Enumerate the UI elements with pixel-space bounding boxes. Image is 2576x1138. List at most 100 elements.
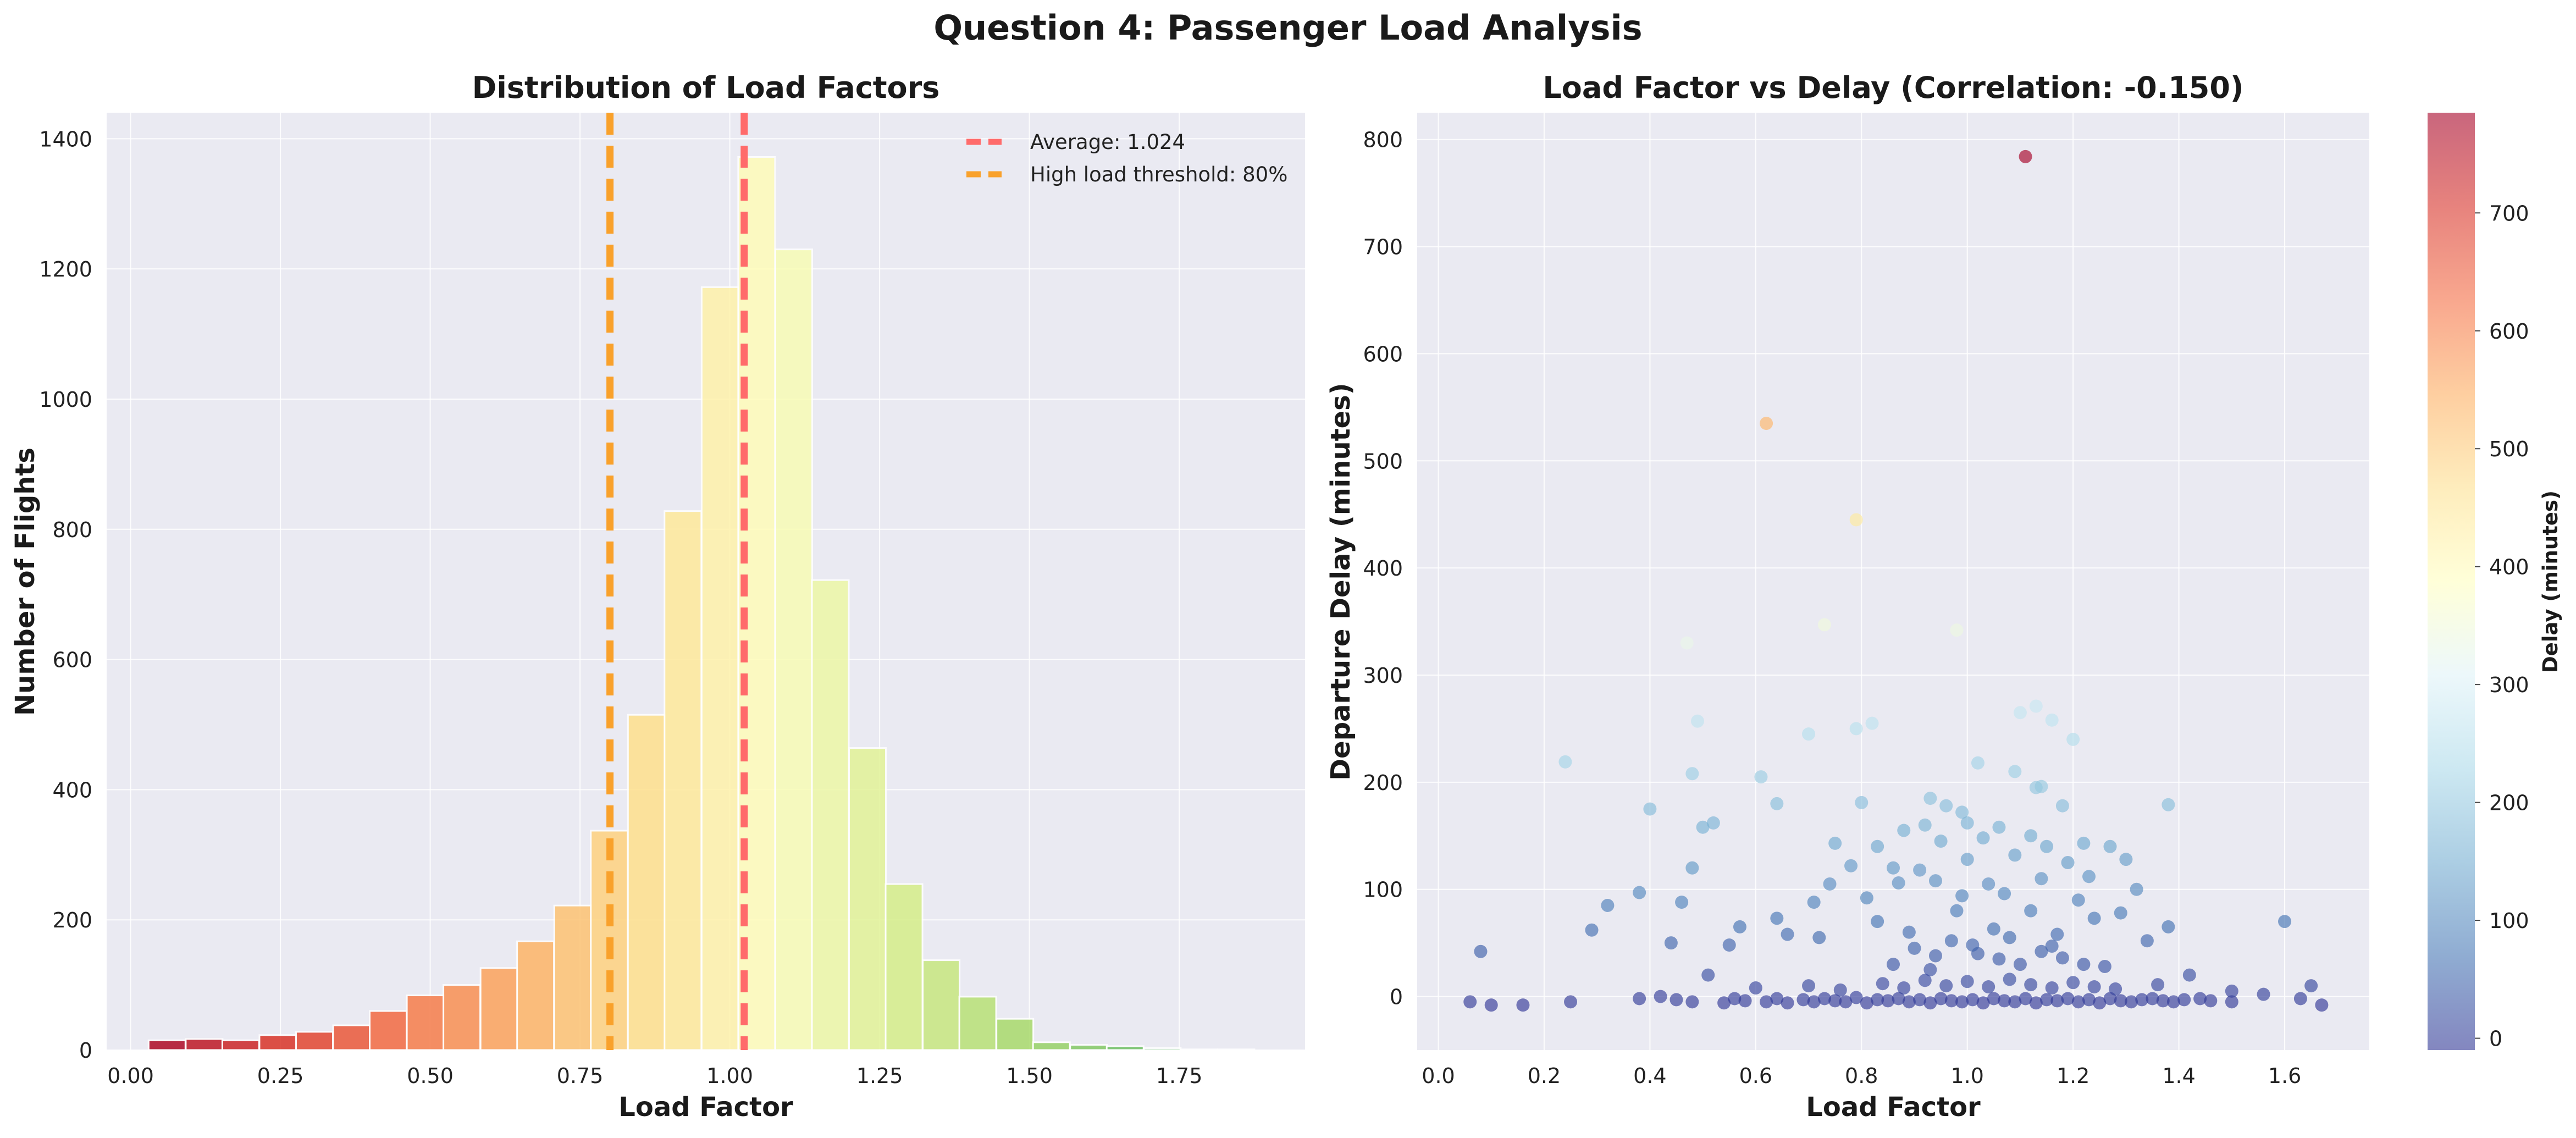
- scatter-point: [1690, 714, 1704, 728]
- scatter-point: [1871, 993, 1884, 1007]
- scatter-point: [1828, 994, 1842, 1008]
- scatter-point: [1950, 904, 1964, 918]
- scatter-x-tick-label: 0.2: [1528, 1064, 1561, 1088]
- scatter-point: [1796, 993, 1810, 1007]
- scatter-x-tick-label: 0.4: [1633, 1064, 1666, 1088]
- scatter-point: [2035, 780, 2048, 793]
- scatter-point: [2071, 893, 2085, 907]
- scatter-point: [2024, 978, 2038, 992]
- scatter-point: [1706, 816, 1720, 830]
- scatter-y-tick-label: 600: [1363, 342, 1403, 366]
- scatter-point: [1633, 992, 1646, 1006]
- scatter-point: [1802, 727, 1816, 741]
- scatter-point: [2055, 951, 2069, 965]
- colorbar: 0 100 200 300 400 500 600 700 Delay (minutes): [2428, 113, 2562, 1051]
- colorbar-tick-label: 300: [2489, 673, 2529, 697]
- scatter-point: [2045, 981, 2059, 995]
- scatter-y-tick-label: 800: [1363, 128, 1403, 152]
- scatter-y-tick-label: 700: [1363, 235, 1403, 259]
- scatter-point: [2008, 765, 2022, 778]
- scatter-point: [1685, 767, 1699, 781]
- scatter-point: [1902, 995, 1916, 1009]
- scatter-point: [1484, 998, 1498, 1012]
- scatter-x-tick-label: 0.6: [1739, 1064, 1772, 1088]
- histogram-reference-lines: [606, 113, 748, 1050]
- scatter-point: [2013, 706, 2027, 720]
- scatter-point: [1516, 998, 1530, 1012]
- histogram-bar: [369, 1010, 408, 1051]
- scatter-point: [2087, 980, 2101, 994]
- histogram-bar: [885, 883, 924, 1051]
- scatter-point: [1855, 796, 1869, 809]
- scatter-point: [1939, 979, 1953, 993]
- scatter-point: [1892, 992, 1905, 1006]
- colorbar-tick-label: 100: [2489, 909, 2529, 933]
- histogram-y-tick-label: 0: [79, 1038, 92, 1063]
- scatter-point: [1680, 636, 1694, 650]
- scatter-point: [2077, 958, 2091, 971]
- histogram-bar: [443, 984, 482, 1051]
- colorbar-tick-label: 200: [2489, 791, 2529, 815]
- scatter-y-tick-label: 200: [1363, 771, 1403, 795]
- scatter-point: [1685, 861, 1699, 875]
- scatter-point: [2029, 699, 2043, 713]
- histogram-x-tick-label: 1.75: [1156, 1064, 1203, 1088]
- scatter-point: [2077, 836, 2091, 850]
- histogram-y-tick-label: 1000: [39, 388, 92, 412]
- scatter-point: [1902, 925, 1916, 939]
- scatter-point: [2225, 995, 2238, 1009]
- scatter-point: [1849, 513, 1863, 527]
- scatter-point: [1802, 979, 1816, 993]
- scatter-point: [2114, 906, 2127, 920]
- histogram-y-tick-label: 1200: [39, 257, 92, 281]
- scatter-point: [2019, 150, 2032, 163]
- scatter-point: [2166, 995, 2180, 1009]
- scatter-point: [1923, 792, 1937, 805]
- scatter-point: [1865, 716, 1879, 730]
- scatter-point: [2162, 798, 2175, 811]
- scatter-point: [2035, 944, 2048, 958]
- scatter-point: [1960, 975, 1974, 988]
- scatter-point: [1923, 996, 1937, 1010]
- scatter-point: [1717, 996, 1731, 1010]
- scatter-point: [2050, 927, 2064, 941]
- scatter-point: [2061, 856, 2075, 869]
- scatter-y-tick-label: 0: [1390, 985, 1403, 1009]
- legend-threshold-label: High load threshold: 80%: [1030, 163, 1287, 186]
- scatter-point: [1828, 836, 1842, 850]
- scatter-point: [2293, 992, 2307, 1006]
- colorbar-tick-label: 0: [2489, 1027, 2502, 1051]
- scatter-y-axis-label: Departure Delay (minutes): [1325, 383, 1356, 780]
- scatter-point: [2114, 994, 2127, 1008]
- scatter-point: [1923, 963, 1937, 976]
- scatter-point: [2003, 931, 2016, 944]
- histogram-bar: [479, 967, 518, 1051]
- scatter-point: [1633, 886, 1646, 899]
- scatter-point: [1928, 874, 1942, 888]
- scatter-chart: 0.0 0.2 0.4 0.6 0.8 1.0 1.2 1.4 1.6 0 100 200 300 40…: [1325, 70, 2562, 1123]
- scatter-point: [1966, 938, 1980, 952]
- scatter-point: [1876, 977, 1889, 991]
- scatter-point: [2035, 872, 2048, 886]
- scatter-point: [1897, 981, 1911, 995]
- histogram-bar: [1069, 1044, 1108, 1051]
- scatter-point: [2008, 995, 2022, 1009]
- scatter-point: [1722, 938, 1736, 952]
- scatter-point: [1897, 824, 1911, 837]
- scatter-point: [1928, 949, 1942, 963]
- scatter-y-tick-label: 300: [1363, 664, 1403, 688]
- scatter-point: [1760, 995, 1773, 1009]
- scatter-point: [1950, 623, 1964, 637]
- scatter-point: [2087, 911, 2101, 925]
- scatter-point: [1955, 889, 1969, 903]
- histogram-bar: [1179, 1048, 1218, 1051]
- histogram-bar: [516, 940, 555, 1051]
- scatter-point: [1643, 802, 1657, 816]
- histogram-y-tick-label: 800: [52, 518, 92, 542]
- scatter-point: [2177, 993, 2191, 1007]
- scatter-point: [2045, 713, 2059, 727]
- scatter-x-tick-label: 1.2: [2057, 1064, 2089, 1088]
- scatter-point: [1881, 994, 1895, 1008]
- histogram-bar: [295, 1031, 334, 1051]
- histogram-bar: [700, 286, 739, 1051]
